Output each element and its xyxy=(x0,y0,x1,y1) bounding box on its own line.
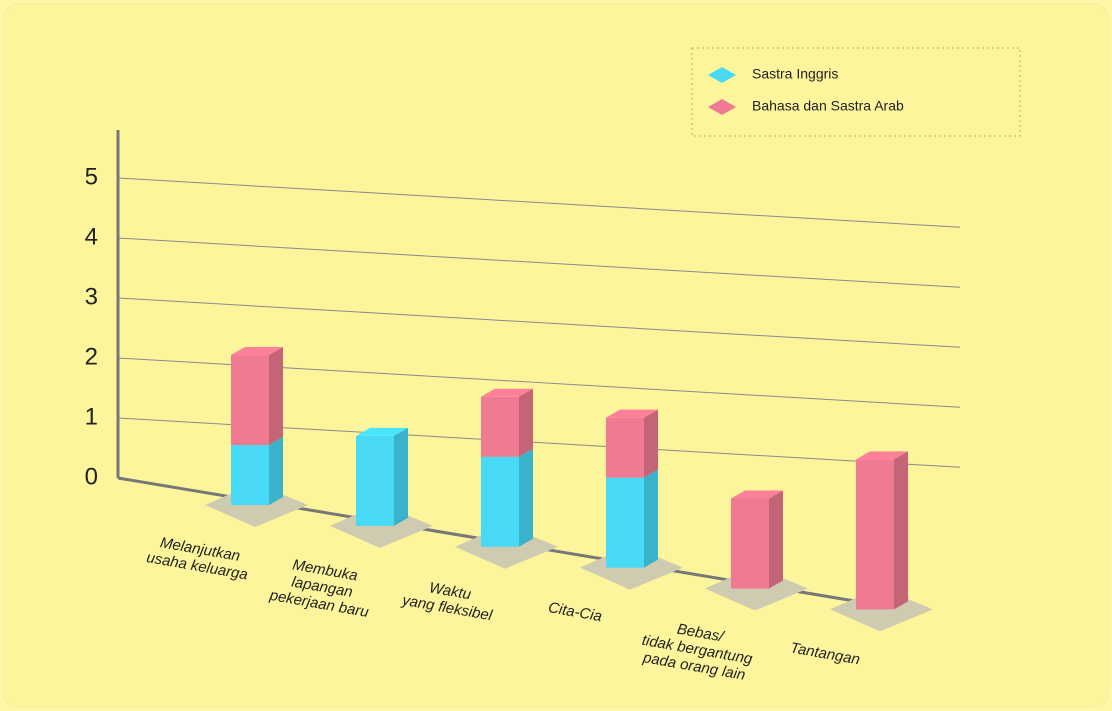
y-tick-label: 4 xyxy=(85,223,98,250)
bar-top xyxy=(731,490,783,499)
bar-side xyxy=(644,469,658,568)
grid-line xyxy=(117,177,961,228)
bar-segment xyxy=(731,490,783,589)
y-tick-label: 5 xyxy=(85,163,98,190)
legend-marker xyxy=(708,67,736,83)
bar-side xyxy=(269,437,283,506)
bar-side xyxy=(269,347,283,446)
bar-side xyxy=(769,490,783,589)
grid-line xyxy=(117,297,961,348)
bar-front xyxy=(231,445,269,506)
bar-front xyxy=(856,459,894,610)
bar-segment xyxy=(481,448,533,547)
bar-side xyxy=(894,451,908,610)
chart-background xyxy=(3,3,1109,708)
bar-front xyxy=(356,435,394,526)
y-tick-label: 0 xyxy=(85,463,98,490)
bar-segment xyxy=(481,388,533,457)
bar-segment xyxy=(606,409,658,478)
bar-top xyxy=(231,347,283,356)
y-tick-label: 2 xyxy=(85,343,98,370)
bar-side xyxy=(519,448,533,547)
y-tick-label: 3 xyxy=(85,283,98,310)
bar-front xyxy=(606,477,644,568)
legend-box xyxy=(691,47,1021,137)
legend-marker xyxy=(708,99,736,115)
bar-top xyxy=(856,451,908,460)
legend-label: Bahasa dan Sastra Arab xyxy=(752,98,904,114)
bar-front xyxy=(731,498,769,589)
bar-top xyxy=(481,388,533,397)
bar-segment xyxy=(231,347,283,446)
bar-front xyxy=(231,355,269,446)
bar-top xyxy=(356,427,408,436)
y-tick-label: 1 xyxy=(85,403,98,430)
bar-segment xyxy=(856,451,908,610)
bar-segment xyxy=(231,437,283,506)
bar-side xyxy=(394,427,408,526)
bar-front xyxy=(606,417,644,478)
bar-segment xyxy=(356,427,408,526)
bar-segment xyxy=(606,469,658,568)
grid-line xyxy=(117,237,961,288)
bar-side xyxy=(644,409,658,478)
bar-front xyxy=(481,396,519,457)
bar-front xyxy=(481,456,519,547)
bar-top xyxy=(606,409,658,418)
legend-label: Sastra Inggris xyxy=(752,66,838,82)
bar-side xyxy=(519,388,533,457)
